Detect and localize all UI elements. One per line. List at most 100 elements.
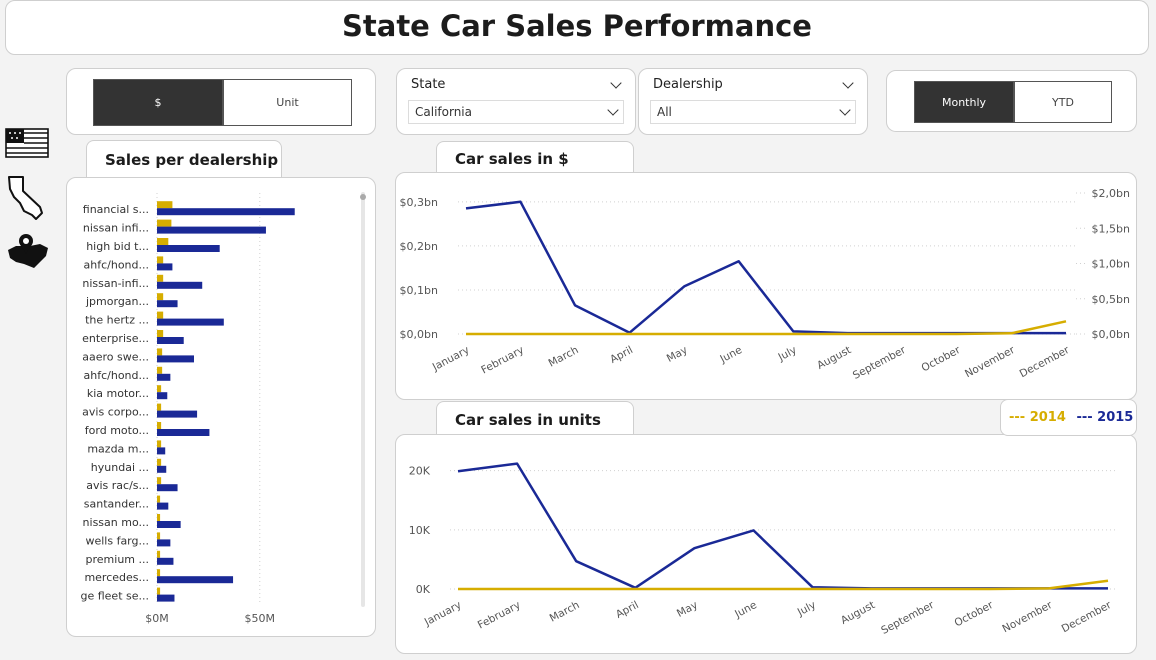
- bar-2015: [157, 208, 295, 216]
- x-tick-label: $50M: [245, 612, 276, 625]
- category-label: avis corpo...: [82, 406, 149, 419]
- x-tick-label: March: [548, 599, 582, 625]
- bar-2014: [157, 403, 162, 411]
- bar-2014: [157, 440, 162, 448]
- category-label: ford moto...: [85, 424, 149, 437]
- category-label: wells farg...: [85, 534, 149, 547]
- bar-2015: [157, 465, 167, 473]
- bar-2014: [157, 587, 161, 595]
- dollar-line-chart: $0,0bn $0,1bn $0,2bn $0,3bn $0,0bn $0,5bn $1,0…: [400, 187, 1130, 382]
- x-tick-label: August: [839, 599, 877, 627]
- y-tick-label-right: $1,0bn: [1092, 258, 1130, 271]
- bar-2015: [157, 263, 173, 271]
- page-title: State Car Sales Performance: [342, 9, 812, 43]
- bar-2014: [157, 550, 161, 558]
- monthly-toggle-button[interactable]: Monthly: [914, 81, 1014, 123]
- category-label: high bid t...: [86, 240, 149, 253]
- units-chart-card: 0K 10K 20K January February March April May June…: [395, 434, 1137, 654]
- category-label: mazda m...: [87, 442, 149, 455]
- y-tick-label: 0K: [416, 583, 431, 596]
- category-label: the hertz ...: [85, 314, 149, 327]
- dealership-bar-chart: $0M $50M financial s... nissan infi... high …: [80, 192, 366, 625]
- x-tick-label: $0M: [145, 612, 169, 625]
- x-tick-label: March: [547, 344, 581, 370]
- bar-2014: [157, 293, 164, 301]
- y-tick-label-right: $0,0bn: [1092, 328, 1130, 341]
- bar-2015: [157, 337, 184, 344]
- x-tick-label: October: [952, 599, 995, 630]
- bar-2014: [157, 219, 172, 227]
- dollar-chart-title: Car sales in $: [455, 150, 569, 168]
- bar-2015: [157, 245, 220, 252]
- dealership-slicer: Dealership All: [638, 68, 868, 135]
- dollar-toggle-button[interactable]: $: [93, 79, 223, 126]
- scrollbar-thumb: [360, 194, 366, 200]
- x-tick-label: April: [614, 599, 641, 621]
- x-tick-label: December: [1018, 344, 1072, 380]
- category-label: kia motor...: [87, 387, 149, 400]
- legend-item-2015: --- 2015: [1076, 410, 1134, 425]
- category-label: ge fleet se...: [80, 590, 149, 603]
- bar-2014: [157, 311, 164, 319]
- bar-2015: [157, 300, 178, 308]
- bar-2015: [157, 576, 234, 584]
- bar-2014: [157, 495, 161, 503]
- bar-2014: [157, 238, 169, 245]
- dealership-chart-card: $0M $50M financial s... nissan infi... high …: [66, 177, 376, 637]
- bar-2015: [157, 410, 198, 418]
- y-tick-label: $0,0bn: [400, 328, 438, 341]
- chevron-down-icon[interactable]: [842, 77, 854, 89]
- category-label: nissan-infi...: [82, 277, 149, 290]
- bar-2015: [157, 557, 174, 565]
- bar-2014: [157, 256, 164, 264]
- category-label: santander...: [84, 498, 149, 511]
- x-tick-label: June: [717, 344, 744, 366]
- x-tick-label: November: [963, 344, 1017, 381]
- x-tick-label: January: [422, 599, 464, 629]
- x-tick-label: August: [815, 344, 853, 372]
- dealership-dropdown[interactable]: All: [650, 100, 856, 124]
- ytd-toggle-button[interactable]: YTD: [1014, 81, 1112, 123]
- legend-item-2014: --- 2014: [1009, 410, 1066, 425]
- bar-2015: [157, 594, 175, 602]
- bar-2015: [157, 373, 171, 381]
- x-tick-label: September: [879, 599, 936, 637]
- usa-map-pin-icon[interactable]: [6, 232, 50, 272]
- title-card: State Car Sales Performance: [5, 0, 1149, 55]
- bar-2015: [157, 355, 194, 363]
- bar-2014: [157, 569, 161, 577]
- series-line-2014: [458, 579, 1109, 591]
- x-tick-label: January: [430, 344, 472, 374]
- y-tick-label: 10K: [409, 524, 431, 537]
- x-tick-label: June: [732, 599, 759, 621]
- bar-2014: [157, 330, 164, 337]
- bar-2015: [157, 447, 166, 455]
- x-tick-label: April: [608, 344, 635, 366]
- dealership-label: Dealership: [653, 77, 723, 92]
- chevron-down-icon[interactable]: [610, 77, 622, 89]
- california-map-icon[interactable]: [6, 175, 48, 221]
- bar-2014: [157, 366, 163, 374]
- category-label: nissan infi...: [83, 222, 149, 235]
- state-label: State: [411, 77, 446, 92]
- x-tick-label: October: [920, 344, 963, 375]
- bar-2014: [157, 385, 162, 393]
- category-label: financial s...: [83, 203, 149, 216]
- bar-2015: [157, 429, 210, 436]
- series-line-2015: [465, 200, 1066, 335]
- category-label: jpmorgan...: [85, 295, 149, 308]
- usa-flag-icon[interactable]: [5, 128, 49, 158]
- state-dropdown[interactable]: California: [408, 100, 624, 124]
- bar-2015: [157, 281, 203, 289]
- category-label: avis rac/s...: [86, 479, 149, 492]
- y-tick-label: $0,1bn: [400, 284, 438, 297]
- category-label: hyundai ...: [91, 461, 149, 474]
- unit-toggle-button[interactable]: Unit: [223, 79, 352, 126]
- y-tick-label-right: $1,5bn: [1092, 222, 1130, 235]
- dollar-chart-tab: Car sales in $: [436, 141, 634, 173]
- bar-2014: [157, 532, 161, 540]
- scrollbar-track: [361, 192, 365, 607]
- state-dropdown-value: California: [415, 105, 472, 119]
- x-tick-label: July: [795, 599, 818, 619]
- category-label: aaero swe...: [82, 350, 149, 363]
